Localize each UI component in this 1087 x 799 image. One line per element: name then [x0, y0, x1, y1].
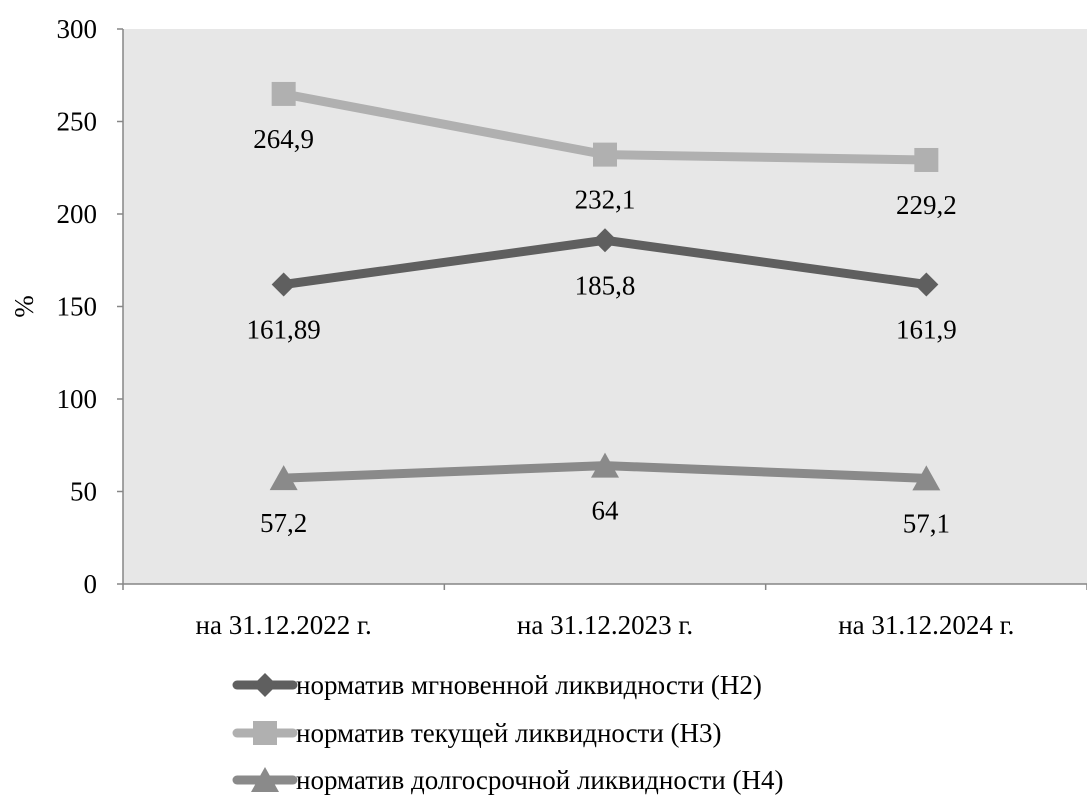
y-axis: 0 50 100 150 200 250 300 — [57, 14, 124, 599]
legend-item: норматив мгновенной ликвидности (Н2) — [232, 670, 762, 700]
data-point-marker — [271, 81, 296, 106]
x-tick-label: на 31.12.2022 г. — [196, 610, 372, 640]
series-3 — [269, 452, 941, 491]
data-label: 232,1 — [575, 185, 636, 215]
y-tick-label: 200 — [57, 199, 98, 229]
legend-label: норматив долгосрочной ликвидности (Н4) — [296, 765, 783, 795]
series-2 — [271, 81, 939, 172]
x-tick-label: на 31.12.2023 г. — [517, 610, 693, 640]
legend-marker — [253, 721, 277, 745]
data-label: 161,89 — [247, 315, 321, 345]
legend: норматив мгновенной ликвидности (Н2) норм… — [232, 670, 783, 795]
legend-label: норматив мгновенной ликвидности (Н2) — [296, 670, 762, 700]
data-point-marker — [914, 272, 939, 297]
legend-label: норматив текущей ликвидности (Н3) — [296, 718, 722, 748]
data-label: 57,1 — [903, 508, 950, 538]
series-layer — [269, 81, 941, 491]
y-axis-title: % — [9, 295, 39, 318]
y-tick-label: 0 — [84, 569, 98, 599]
data-label: 64 — [592, 496, 620, 526]
plot-area — [123, 29, 1087, 584]
data-label: 161,9 — [896, 314, 957, 344]
y-tick-label: 300 — [57, 14, 98, 44]
x-tick-label: на 31.12.2024 г. — [838, 610, 1014, 640]
data-point-marker — [591, 452, 619, 478]
legend-marker — [253, 673, 277, 697]
data-point-marker — [593, 228, 617, 253]
x-axis: на 31.12.2022 г. на 31.12.2023 г. на 31.12… — [122, 583, 1087, 640]
data-point-marker — [912, 465, 941, 491]
y-tick-label: 250 — [57, 107, 98, 137]
data-label: 264,9 — [253, 124, 314, 154]
y-tick-label: 150 — [57, 292, 98, 322]
data-label: 229,2 — [896, 190, 957, 220]
y-tick-label: 50 — [70, 477, 97, 507]
data-point-marker — [269, 465, 298, 491]
y-tick-label: 100 — [57, 384, 98, 414]
data-point-marker — [593, 142, 617, 167]
legend-item: норматив текущей ликвидности (Н3) — [232, 718, 722, 748]
data-label: 185,8 — [575, 270, 636, 300]
data-point-marker — [914, 147, 939, 172]
legend-marker — [251, 767, 279, 792]
legend-item: норматив долгосрочной ликвидности (Н4) — [232, 765, 783, 795]
series-1 — [271, 228, 939, 297]
data-labels-layer: 161,89 185,8 161,9 264,9 232,1 229,2 57,2 64 57,… — [247, 124, 957, 538]
data-label: 57,2 — [260, 508, 307, 538]
data-point-marker — [271, 272, 296, 297]
